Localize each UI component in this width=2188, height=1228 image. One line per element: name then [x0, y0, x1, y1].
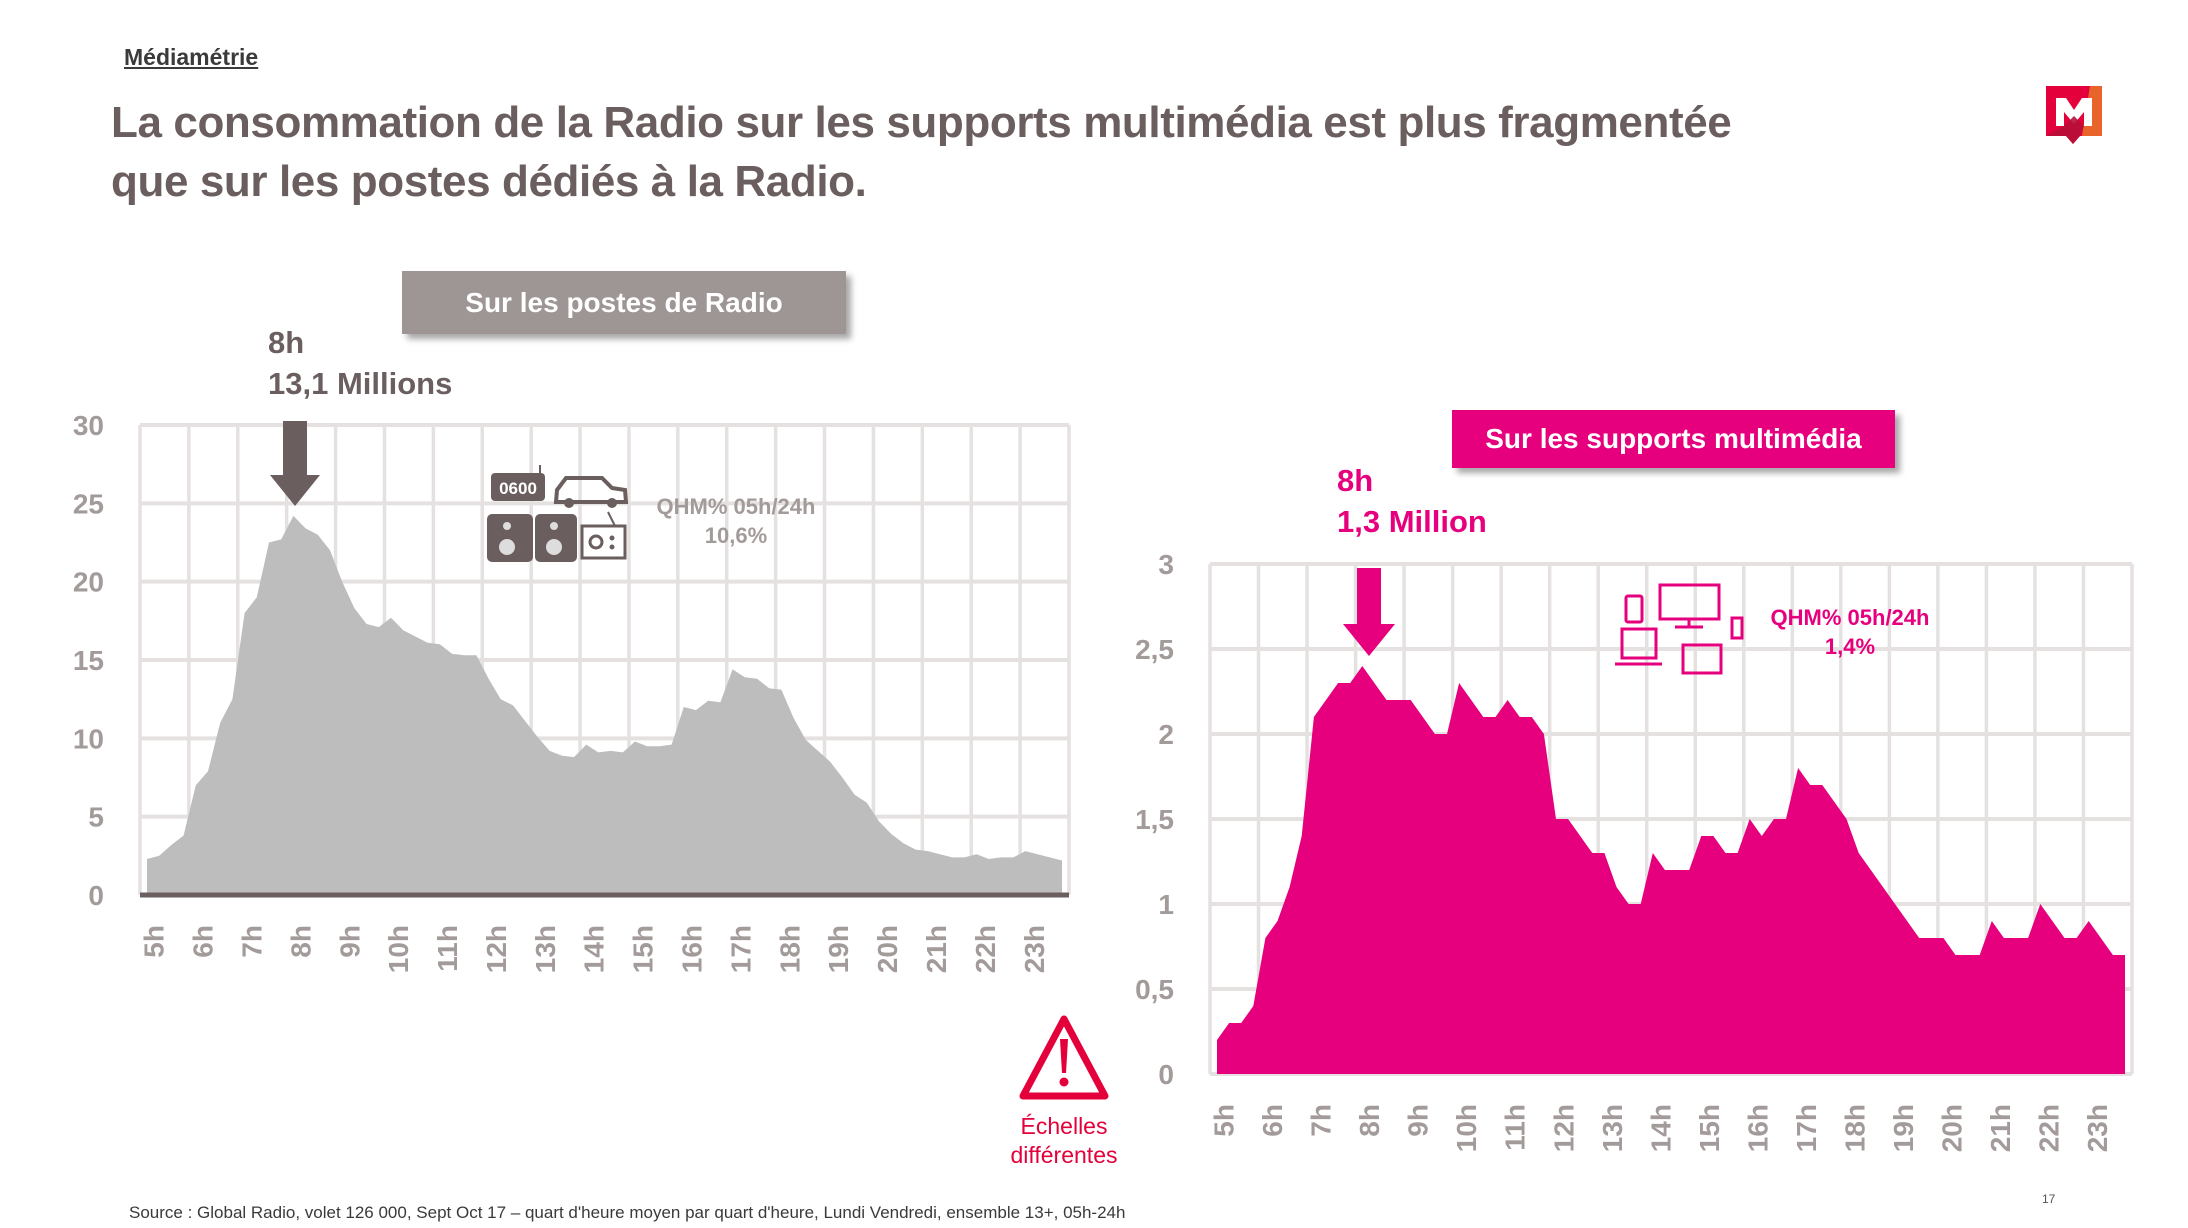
multimedia-xtick-label: 20h — [1936, 1104, 1967, 1152]
multimedia-xtick-label: 8h — [1354, 1104, 1385, 1137]
multimedia-ytick-label: 2 — [1158, 719, 1174, 750]
clock-radio-display: 0600 — [499, 479, 537, 498]
multimedia-xtick-label: 22h — [2034, 1104, 2065, 1152]
radio-qhm: QHM% 05h/24h 10,6% — [646, 492, 826, 550]
radio-xtick-label: 17h — [725, 925, 756, 973]
multimedia-ytick-label: 1,5 — [1135, 804, 1174, 835]
car-icon — [553, 476, 629, 508]
multimedia-chart: 0 0,5 1 1,5 2 2,5 3 5h 6h 7h 8h 9h 10h 11h 12h 13h 14h 15… — [1135, 549, 2134, 1152]
multimedia-devices-icon — [1615, 583, 1744, 675]
multimedia-xtick-label: 17h — [1791, 1104, 1822, 1152]
clock-radio-icon: 0600 — [491, 465, 545, 501]
portable-radio-icon — [580, 511, 627, 560]
multimedia-xtick-label: 13h — [1597, 1104, 1628, 1152]
radio-xtick-label: 6h — [188, 925, 219, 958]
multimedia-xtick-label: 23h — [2082, 1104, 2113, 1152]
multimedia-ytick-label: 1 — [1158, 889, 1174, 920]
radio-peak-annotation: 8h 13,1 Millions — [268, 322, 452, 404]
radio-xtick-label: 12h — [481, 925, 512, 973]
multimedia-qhm-label: QHM% 05h/24h — [1770, 605, 1930, 630]
multimedia-ytick-label: 3 — [1158, 549, 1174, 580]
warning-icon — [1019, 1015, 1109, 1100]
tablet-icon — [1681, 643, 1723, 675]
multimedia-peak-annotation: 8h 1,3 Million — [1337, 460, 1487, 542]
radio-qhm-value: 10,6% — [704, 523, 768, 548]
radio-chart-label: Sur les postes de Radio — [402, 271, 846, 334]
radio-xtick-label: 18h — [774, 925, 805, 973]
radio-xtick-label: 23h — [1019, 925, 1050, 973]
radio-xtick-label: 5h — [139, 925, 170, 958]
radio-ytick-label: 30 — [73, 410, 104, 441]
radio-xtick-label: 20h — [872, 925, 903, 973]
radio-xtick-label: 11h — [432, 925, 463, 972]
mediametrie-logo-icon — [2046, 86, 2102, 144]
radio-ytick-label: 20 — [73, 567, 104, 598]
radio-qhm-label: QHM% 05h/24h — [656, 494, 816, 519]
radio-xtick-label: 14h — [579, 925, 610, 973]
radio-xtick-label: 13h — [530, 925, 561, 973]
radio-xtick-label: 16h — [677, 925, 708, 973]
radio-ytick-label: 25 — [73, 488, 104, 519]
multimedia-xtick-label: 7h — [1306, 1104, 1337, 1137]
multimedia-ytick-label: 0 — [1158, 1059, 1174, 1090]
radio-area-series — [147, 515, 1062, 895]
scale-warning-text: Échelles différentes — [990, 1112, 1138, 1170]
radio-ytick-label: 0 — [88, 880, 104, 911]
multimedia-xtick-label: 18h — [1839, 1104, 1870, 1152]
radio-xtick-label: 21h — [921, 925, 952, 973]
multimedia-peak-hour: 8h — [1337, 463, 1374, 498]
source-note: Source : Global Radio, volet 126 000, Se… — [129, 1203, 1126, 1222]
multimedia-xtick-label: 21h — [1985, 1104, 2016, 1152]
multimedia-area-series — [1217, 666, 2125, 1074]
brand-name: Médiamétrie — [124, 44, 259, 70]
radio-xtick-label: 7h — [236, 925, 267, 958]
multimedia-xtick-label: 19h — [1888, 1104, 1919, 1152]
radio-xtick-label: 9h — [334, 925, 365, 958]
multimedia-ytick-label: 2,5 — [1135, 634, 1174, 665]
radio-xtick-label: 8h — [285, 925, 316, 958]
radio-peak-hour: 8h — [268, 325, 305, 360]
multimedia-chart-label: Sur les supports multimédia — [1452, 410, 1895, 468]
smartphone-icon — [1624, 594, 1644, 624]
multimedia-xtick-label: 12h — [1548, 1104, 1579, 1152]
radio-xtick-label: 19h — [823, 925, 854, 973]
multimedia-xtick-label: 9h — [1403, 1104, 1434, 1137]
multimedia-xtick-label: 16h — [1742, 1104, 1773, 1152]
radio-ytick-label: 5 — [88, 802, 104, 833]
radio-xtick-label: 15h — [628, 925, 659, 973]
multimedia-xtick-label: 5h — [1209, 1104, 1240, 1137]
multimedia-xtick-label: 14h — [1645, 1104, 1676, 1152]
radio-devices-icon: 0600 — [487, 465, 629, 562]
desktop-monitor-icon — [1658, 583, 1721, 629]
radio-chart: 0 5 10 15 20 25 30 5h 6h 7h 8h 9h 10h 11h 12h 13h 14h 15h… — [73, 410, 1071, 973]
multimedia-xtick-label: 15h — [1694, 1104, 1725, 1152]
warning-line-1: Échelles — [1020, 1113, 1108, 1139]
boombox-icon — [487, 514, 577, 562]
multimedia-xtick-label: 6h — [1257, 1104, 1288, 1137]
multimedia-xtick-label: 11h — [1500, 1104, 1531, 1151]
multimedia-qhm: QHM% 05h/24h 1,4% — [1760, 603, 1940, 661]
page-title-line-1: La consommation de la Radio sur les supp… — [111, 98, 1732, 147]
radio-xtick-label: 10h — [383, 925, 414, 973]
multimedia-peak-arrow-icon — [1343, 568, 1395, 656]
page-number: 17 — [2042, 1192, 2056, 1206]
multimedia-ytick-label: 0,5 — [1135, 974, 1174, 1005]
radio-xtick-label: 22h — [970, 925, 1001, 973]
multimedia-peak-value: 1,3 Million — [1337, 504, 1487, 539]
radio-peak-value: 13,1 Millions — [268, 366, 453, 401]
radio-ytick-label: 10 — [73, 723, 104, 754]
radio-ytick-label: 15 — [73, 645, 104, 676]
multimedia-qhm-value: 1,4% — [1824, 634, 1876, 659]
page-title-line-2: que sur les postes dédiés à la Radio. — [111, 157, 867, 206]
laptop-icon — [1615, 627, 1662, 666]
radio-peak-arrow-icon — [270, 421, 320, 506]
multimedia-xtick-label: 10h — [1451, 1104, 1482, 1152]
warning-line-2: différentes — [1010, 1142, 1118, 1168]
mp3-player-icon — [1730, 616, 1744, 640]
